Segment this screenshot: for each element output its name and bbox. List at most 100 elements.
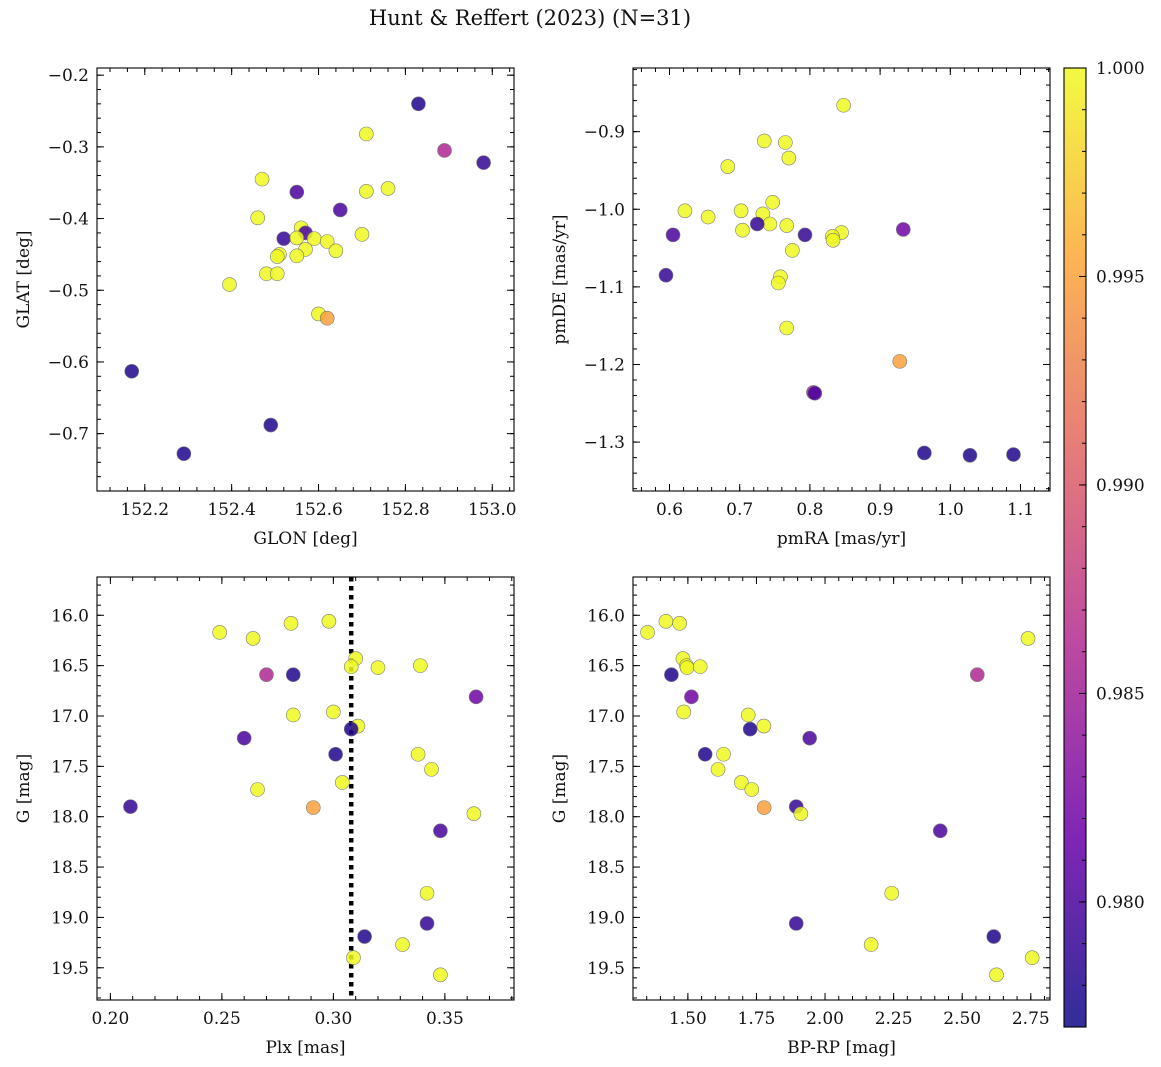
cmd-point <box>756 800 772 815</box>
plx-g-point <box>433 823 448 839</box>
cmd-point <box>672 616 687 631</box>
glon-glat-ytick-label: −0.2 <box>48 66 89 86</box>
plx-g-point <box>321 614 337 629</box>
plx-g-point <box>259 667 274 682</box>
plx-g-ytick-label: 16.0 <box>51 606 89 626</box>
glon-glat-point <box>411 96 426 112</box>
pm-point <box>771 275 786 291</box>
pm-point <box>700 209 716 225</box>
plx-g-point <box>343 659 359 674</box>
glon-glat-point <box>276 231 292 246</box>
plx-g-point <box>370 660 386 675</box>
colorbar-frame <box>1063 67 1087 1028</box>
glon-glat-point <box>332 202 348 218</box>
plx-g-point <box>123 799 138 814</box>
pm-ytick-label: −1.2 <box>584 355 625 375</box>
colorbar-tick-label: 0.995 <box>1096 267 1145 287</box>
cmd-point <box>1020 631 1036 646</box>
plx-g-point <box>334 775 350 790</box>
cmd-ylabel: G [mag] <box>550 754 570 823</box>
cmd-xtick-label: 2.50 <box>943 1009 981 1029</box>
cmd-point <box>734 775 749 790</box>
cmd-ytick-label: 19.0 <box>587 908 625 928</box>
pm-ytick-label: −1.1 <box>584 278 625 298</box>
glon-glat-xtick-label: 152.4 <box>207 500 256 520</box>
pm-point <box>962 447 978 463</box>
cmd-point <box>658 614 674 629</box>
glon-glat-point <box>289 230 305 246</box>
pm-xtick-label: 0.9 <box>867 500 894 520</box>
pm-point <box>749 216 765 232</box>
pm-point <box>781 150 797 166</box>
glon-glat-xlabel: GLON [deg] <box>253 529 357 549</box>
cmd-ytick-label: 18.5 <box>587 858 625 878</box>
cmd-xtick-label: 1.75 <box>738 1009 776 1029</box>
cmd-plot-frame <box>632 576 1051 1001</box>
pm-point <box>756 133 772 149</box>
plx-g-point <box>466 806 482 821</box>
cmd-point <box>740 707 756 723</box>
pm-point <box>733 203 749 219</box>
pm-ytick-label: −0.9 <box>584 123 625 143</box>
pm-point <box>785 243 800 258</box>
pm-ylabel: pmDE [mas/yr] <box>550 214 570 344</box>
plx-g-point <box>357 929 372 944</box>
plx-g-ytick-label: 17.5 <box>51 757 89 777</box>
glon-glat-point <box>328 243 344 259</box>
glon-glat-xtick-label: 152.6 <box>294 500 343 520</box>
cmd-point <box>884 885 900 901</box>
plx-g-point <box>212 625 227 640</box>
glon-glat-point <box>254 171 270 187</box>
pm-xtick-label: 1.1 <box>1007 500 1034 520</box>
cmd-point <box>710 762 726 777</box>
cmd-xtick-label: 2.75 <box>1012 1009 1050 1029</box>
pm-point <box>779 320 795 336</box>
cmd-point <box>756 718 772 734</box>
plx-g-point <box>424 762 439 777</box>
cmd-xtick-label: 2.25 <box>875 1009 913 1029</box>
cmd-ytick-label: 16.0 <box>587 606 625 626</box>
cmd-point <box>716 746 731 762</box>
glon-glat-point <box>359 126 374 142</box>
glon-glat-point <box>359 184 374 199</box>
cmd-point <box>692 659 708 674</box>
plx-g-point <box>285 707 301 723</box>
plx-g-xtick-label: 0.25 <box>203 1009 241 1029</box>
cmd-point <box>664 667 679 682</box>
plx-g-point <box>419 885 435 901</box>
glon-glat-point <box>269 249 285 264</box>
cmd-point <box>802 730 817 746</box>
pm-ytick-label: −1.3 <box>584 433 625 453</box>
glon-glat-xtick-label: 153.0 <box>468 500 517 520</box>
pm-point <box>677 203 693 219</box>
glon-glat-point <box>222 277 237 292</box>
pm-point <box>1006 447 1021 462</box>
pm-xtick-label: 0.8 <box>796 500 823 520</box>
pm-xlabel: pmRA [mas/yr] <box>777 529 906 549</box>
plx-g-point <box>468 689 484 705</box>
colorbar-tick-label: 0.990 <box>1096 476 1145 496</box>
pm-point <box>807 385 823 401</box>
glon-glat-point <box>124 363 140 379</box>
glon-glat-ytick-label: −0.3 <box>48 138 89 158</box>
glon-glat-point <box>319 310 335 326</box>
pm-point <box>778 135 793 150</box>
pm-point <box>917 445 932 461</box>
figure-title: Hunt & Reffert (2023) (N=31) <box>368 6 692 30</box>
cmd-ytick-label: 17.0 <box>587 707 625 727</box>
cmd-point <box>1024 950 1040 966</box>
plx-g-point <box>245 631 261 646</box>
pm-point <box>892 354 908 369</box>
plx-g-point <box>410 746 426 762</box>
glon-glat-xtick-label: 152.8 <box>381 500 430 520</box>
cmd-point <box>640 625 655 640</box>
glon-glat-point <box>176 446 192 462</box>
cmd-point <box>969 667 985 682</box>
cmd-point <box>863 937 879 952</box>
plx-g-point <box>306 800 321 815</box>
plx-g-point <box>419 916 435 931</box>
pm-xtick-label: 0.7 <box>726 500 753 520</box>
pm-point <box>735 222 750 238</box>
cmd-point <box>932 823 948 839</box>
